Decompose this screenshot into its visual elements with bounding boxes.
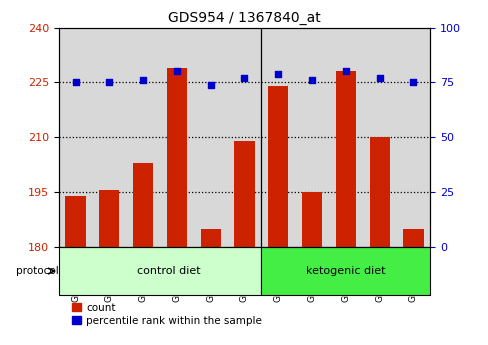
Point: [274, 71, 282, 76]
Bar: [65, 196, 85, 247]
Bar: [200, 229, 221, 247]
Text: protocol: protocol: [16, 266, 59, 276]
Bar: [362, 28, 396, 247]
Bar: [59, 28, 92, 247]
Point: [139, 78, 147, 83]
Bar: [133, 163, 153, 247]
Bar: [335, 71, 355, 247]
Bar: [369, 137, 389, 247]
Bar: [301, 192, 322, 247]
Bar: [99, 190, 119, 247]
Point: [72, 80, 80, 85]
Bar: [92, 28, 126, 247]
Bar: [227, 28, 261, 247]
Point: [307, 78, 315, 83]
Bar: [234, 141, 254, 247]
Bar: [166, 68, 187, 247]
Point: [240, 75, 248, 81]
Text: control diet: control diet: [136, 266, 200, 276]
Bar: [328, 28, 362, 247]
Title: GDS954 / 1367840_at: GDS954 / 1367840_at: [168, 11, 320, 25]
Text: ketogenic diet: ketogenic diet: [305, 266, 385, 276]
Bar: [160, 28, 193, 247]
Bar: [396, 28, 429, 247]
Bar: [295, 28, 328, 247]
Bar: [126, 28, 160, 247]
Point: [408, 80, 416, 85]
Bar: [261, 28, 295, 247]
Point: [375, 75, 383, 81]
Point: [105, 80, 113, 85]
Bar: [403, 229, 423, 247]
Bar: [261, 247, 429, 295]
Point: [341, 69, 349, 74]
Bar: [59, 247, 261, 295]
Point: [206, 82, 214, 87]
Legend: count, percentile rank within the sample: count, percentile rank within the sample: [67, 298, 266, 330]
Bar: [193, 28, 227, 247]
Bar: [267, 86, 288, 247]
Point: [173, 69, 181, 74]
